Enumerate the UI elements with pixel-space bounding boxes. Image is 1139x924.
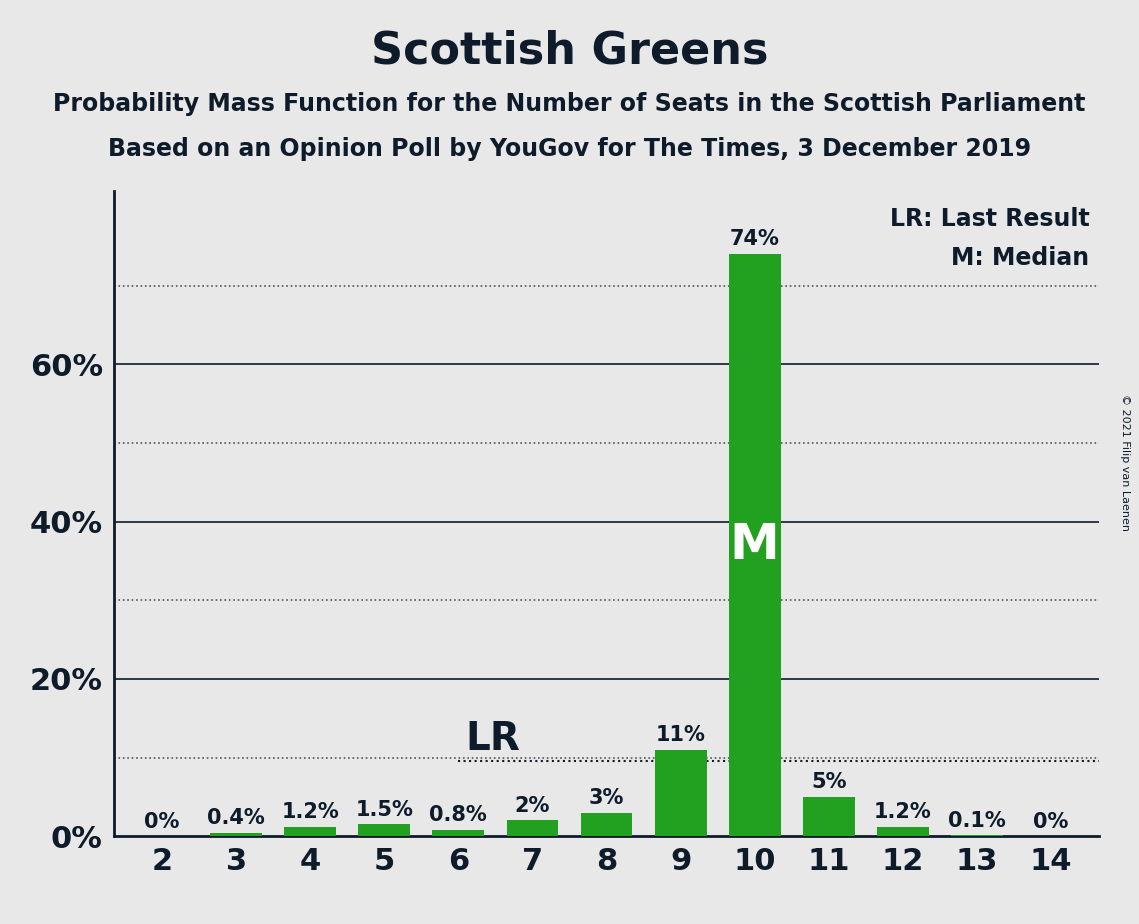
- Text: 0%: 0%: [1033, 811, 1068, 832]
- Text: 0.4%: 0.4%: [207, 808, 265, 828]
- Text: 1.5%: 1.5%: [355, 799, 413, 820]
- Text: M: M: [730, 521, 779, 569]
- Text: Scottish Greens: Scottish Greens: [371, 30, 768, 73]
- Text: 5%: 5%: [811, 772, 846, 792]
- Text: 1.2%: 1.2%: [281, 802, 339, 822]
- Text: 74%: 74%: [730, 229, 779, 249]
- Bar: [433, 830, 484, 836]
- Bar: [211, 833, 262, 836]
- Bar: [507, 821, 558, 836]
- Bar: [655, 749, 706, 836]
- Text: Based on an Opinion Poll by YouGov for The Times, 3 December 2019: Based on an Opinion Poll by YouGov for T…: [108, 137, 1031, 161]
- Bar: [803, 796, 854, 836]
- Bar: [729, 254, 780, 836]
- Text: LR: LR: [466, 721, 521, 759]
- Text: 0.1%: 0.1%: [948, 810, 1006, 831]
- Text: 3%: 3%: [589, 788, 624, 808]
- Bar: [877, 827, 928, 836]
- Text: 0.8%: 0.8%: [429, 805, 487, 825]
- Text: 11%: 11%: [656, 725, 705, 745]
- Text: LR: Last Result: LR: Last Result: [890, 207, 1089, 231]
- Bar: [285, 827, 336, 836]
- Text: M: Median: M: Median: [951, 246, 1089, 270]
- Text: 1.2%: 1.2%: [874, 802, 932, 822]
- Bar: [581, 812, 632, 836]
- Text: 2%: 2%: [515, 796, 550, 816]
- Text: 0%: 0%: [145, 811, 180, 832]
- Text: © 2021 Filip van Laenen: © 2021 Filip van Laenen: [1121, 394, 1130, 530]
- Text: Probability Mass Function for the Number of Seats in the Scottish Parliament: Probability Mass Function for the Number…: [54, 92, 1085, 116]
- Bar: [359, 824, 410, 836]
